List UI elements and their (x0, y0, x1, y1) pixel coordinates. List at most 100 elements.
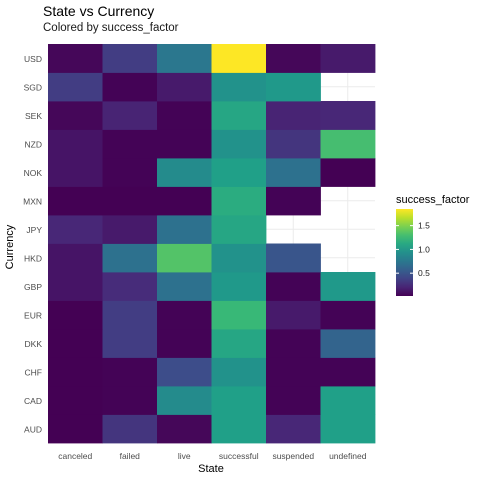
heatmap-cell (211, 186, 267, 216)
heatmap-cell (266, 386, 321, 415)
y-tick-label: AUD (24, 424, 42, 434)
heatmap-cell (102, 300, 158, 330)
heatmap-cell (211, 300, 267, 330)
y-axis-label: Currency (4, 224, 16, 269)
heatmap-cell (157, 357, 212, 387)
y-tick-label: GBP (24, 282, 42, 292)
y-tick-label: DKK (25, 339, 43, 349)
heatmap-cell (266, 243, 321, 273)
heatmap-cell (157, 300, 212, 330)
heatmap-cell (102, 414, 158, 444)
heatmap-cell (102, 158, 158, 187)
heatmap-cell (211, 243, 267, 273)
heatmap-cell (320, 101, 376, 130)
legend-tick-label: 0.5 (418, 268, 430, 278)
y-tick-labels: AUD CAD CHF DKK EUR GBP HKD JPY MXN NOK NZD SEK SGD U… (23, 54, 42, 435)
heatmap-cell (102, 329, 158, 358)
heatmap-cell (157, 129, 212, 159)
heatmap-cell (48, 386, 103, 415)
y-tick-label: CAD (24, 396, 42, 406)
heatmap-cell (211, 357, 267, 387)
heatmap-cell (48, 300, 103, 330)
heatmap-cell (48, 243, 103, 273)
heatmap-cell (266, 186, 321, 216)
heatmap-cell (48, 414, 103, 444)
heatmap-cell (48, 129, 103, 159)
y-tick-label: NOK (24, 168, 43, 178)
heatmap-cell (320, 386, 376, 415)
heatmap-cell (48, 186, 103, 216)
heatmap-cell (211, 272, 267, 301)
heatmap-cell (211, 72, 267, 102)
heatmap-cell (157, 272, 212, 301)
heatmap-cell (266, 329, 321, 358)
y-tick-label: JPY (26, 225, 42, 235)
legend-title: success_factor (396, 194, 470, 206)
legend-tick-label: 1.0 (418, 244, 430, 254)
heatmap-cell (157, 414, 212, 444)
heatmap-cell (320, 357, 376, 387)
heatmap-cell (266, 300, 321, 330)
heatmap-cell (48, 158, 103, 187)
heatmap-cell (320, 44, 376, 73)
heatmap-cell (320, 129, 376, 159)
heatmap-cell (102, 386, 158, 415)
heatmap-cell (320, 300, 376, 330)
heatmap-cells (48, 44, 376, 444)
y-tick-label: HKD (24, 253, 42, 263)
heatmap-cell (211, 215, 267, 244)
y-tick-label: SEK (25, 111, 42, 121)
color-legend: success_factor 0.5 1.0 1.5 (396, 194, 470, 296)
x-tick-label: canceled (58, 451, 92, 461)
heatmap-cell (102, 129, 158, 159)
heatmap-cell (48, 215, 103, 244)
heatmap-cell (48, 101, 103, 130)
heatmap-cell (320, 329, 376, 358)
heatmap-cell (102, 215, 158, 244)
x-tick-label: successful (219, 451, 259, 461)
y-tick-label: CHF (25, 367, 42, 377)
y-tick-label: SGD (24, 82, 42, 92)
heatmap-cell (266, 101, 321, 130)
heatmap-cell (211, 44, 267, 73)
heatmap-cell (266, 158, 321, 187)
heatmap-cell (211, 414, 267, 444)
heatmap-cell (157, 101, 212, 130)
heatmap-cell (320, 414, 376, 444)
heatmap-cell (157, 329, 212, 358)
heatmap-cell (102, 243, 158, 273)
heatmap-cell (211, 386, 267, 415)
heatmap-cell (157, 158, 212, 187)
heatmap-cell (48, 72, 103, 102)
heatmap-cell (102, 272, 158, 301)
heatmap-cell (266, 129, 321, 159)
heatmap-cell (48, 329, 103, 358)
y-tick-label: MXN (23, 196, 42, 206)
x-tick-label: failed (120, 451, 141, 461)
heatmap-cell (157, 386, 212, 415)
heatmap-cell (48, 272, 103, 301)
heatmap-cell (48, 44, 103, 73)
heatmap-cell (102, 101, 158, 130)
x-tick-label: live (178, 451, 191, 461)
colorbar (396, 209, 413, 296)
x-tick-label: suspended (272, 451, 314, 461)
heatmap-cell (211, 329, 267, 358)
heatmap-cell (211, 101, 267, 130)
heatmap-cell (102, 44, 158, 73)
heatmap-cell (320, 158, 376, 187)
y-tick-label: EUR (24, 310, 42, 320)
heatmap-cell (211, 129, 267, 159)
heatmap-cell (266, 72, 321, 102)
legend-tick-label: 1.5 (418, 221, 430, 231)
heatmap-cell (211, 158, 267, 187)
heatmap-cell (266, 414, 321, 444)
heatmap-cell (102, 72, 158, 102)
heatmap-cell (157, 186, 212, 216)
heatmap-cell (157, 44, 212, 73)
heatmap-cell (320, 272, 376, 301)
y-tick-label: USD (24, 54, 42, 64)
chart-title: State vs Currency (43, 3, 155, 19)
